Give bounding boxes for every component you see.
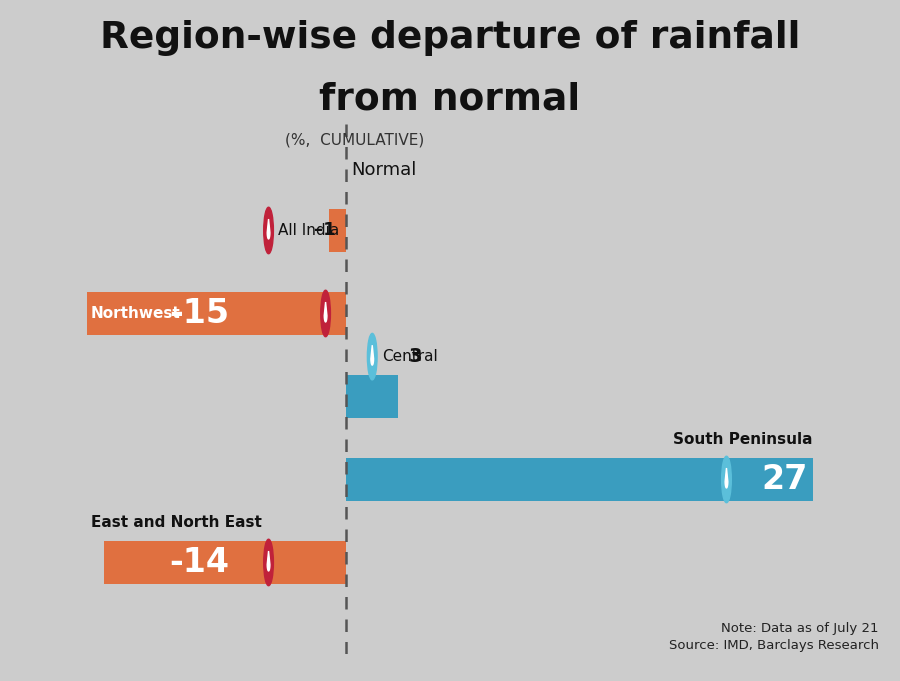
Text: Normal: Normal	[352, 161, 417, 179]
Bar	[346, 458, 813, 501]
Text: East and North East: East and North East	[91, 515, 262, 530]
Bar	[346, 375, 398, 418]
Polygon shape	[371, 345, 373, 365]
Circle shape	[320, 290, 330, 336]
Text: Region-wise departure of rainfall: Region-wise departure of rainfall	[100, 20, 800, 57]
Polygon shape	[267, 219, 270, 239]
Bar	[104, 541, 346, 584]
Text: -14: -14	[169, 546, 230, 579]
Text: Central: Central	[382, 349, 438, 364]
Circle shape	[264, 207, 274, 254]
Text: All India: All India	[278, 223, 339, 238]
Text: Note: Data as of July 21
Source: IMD, Barclays Research: Note: Data as of July 21 Source: IMD, Ba…	[669, 622, 878, 652]
Text: South Peninsula: South Peninsula	[673, 432, 813, 447]
Text: from normal: from normal	[320, 82, 580, 118]
Text: –1: –1	[314, 221, 336, 240]
Text: Northwest: Northwest	[91, 306, 180, 321]
Circle shape	[264, 539, 274, 586]
Polygon shape	[725, 468, 728, 488]
Text: (%,  CUMULATIVE): (%, CUMULATIVE)	[285, 133, 425, 148]
Text: 27: 27	[761, 463, 807, 496]
Bar	[329, 209, 346, 252]
Text: 3: 3	[409, 347, 422, 366]
Circle shape	[367, 334, 377, 380]
Circle shape	[722, 456, 732, 503]
Text: -15: -15	[169, 297, 230, 330]
Bar	[87, 292, 347, 335]
Polygon shape	[267, 551, 270, 571]
Polygon shape	[324, 302, 327, 322]
